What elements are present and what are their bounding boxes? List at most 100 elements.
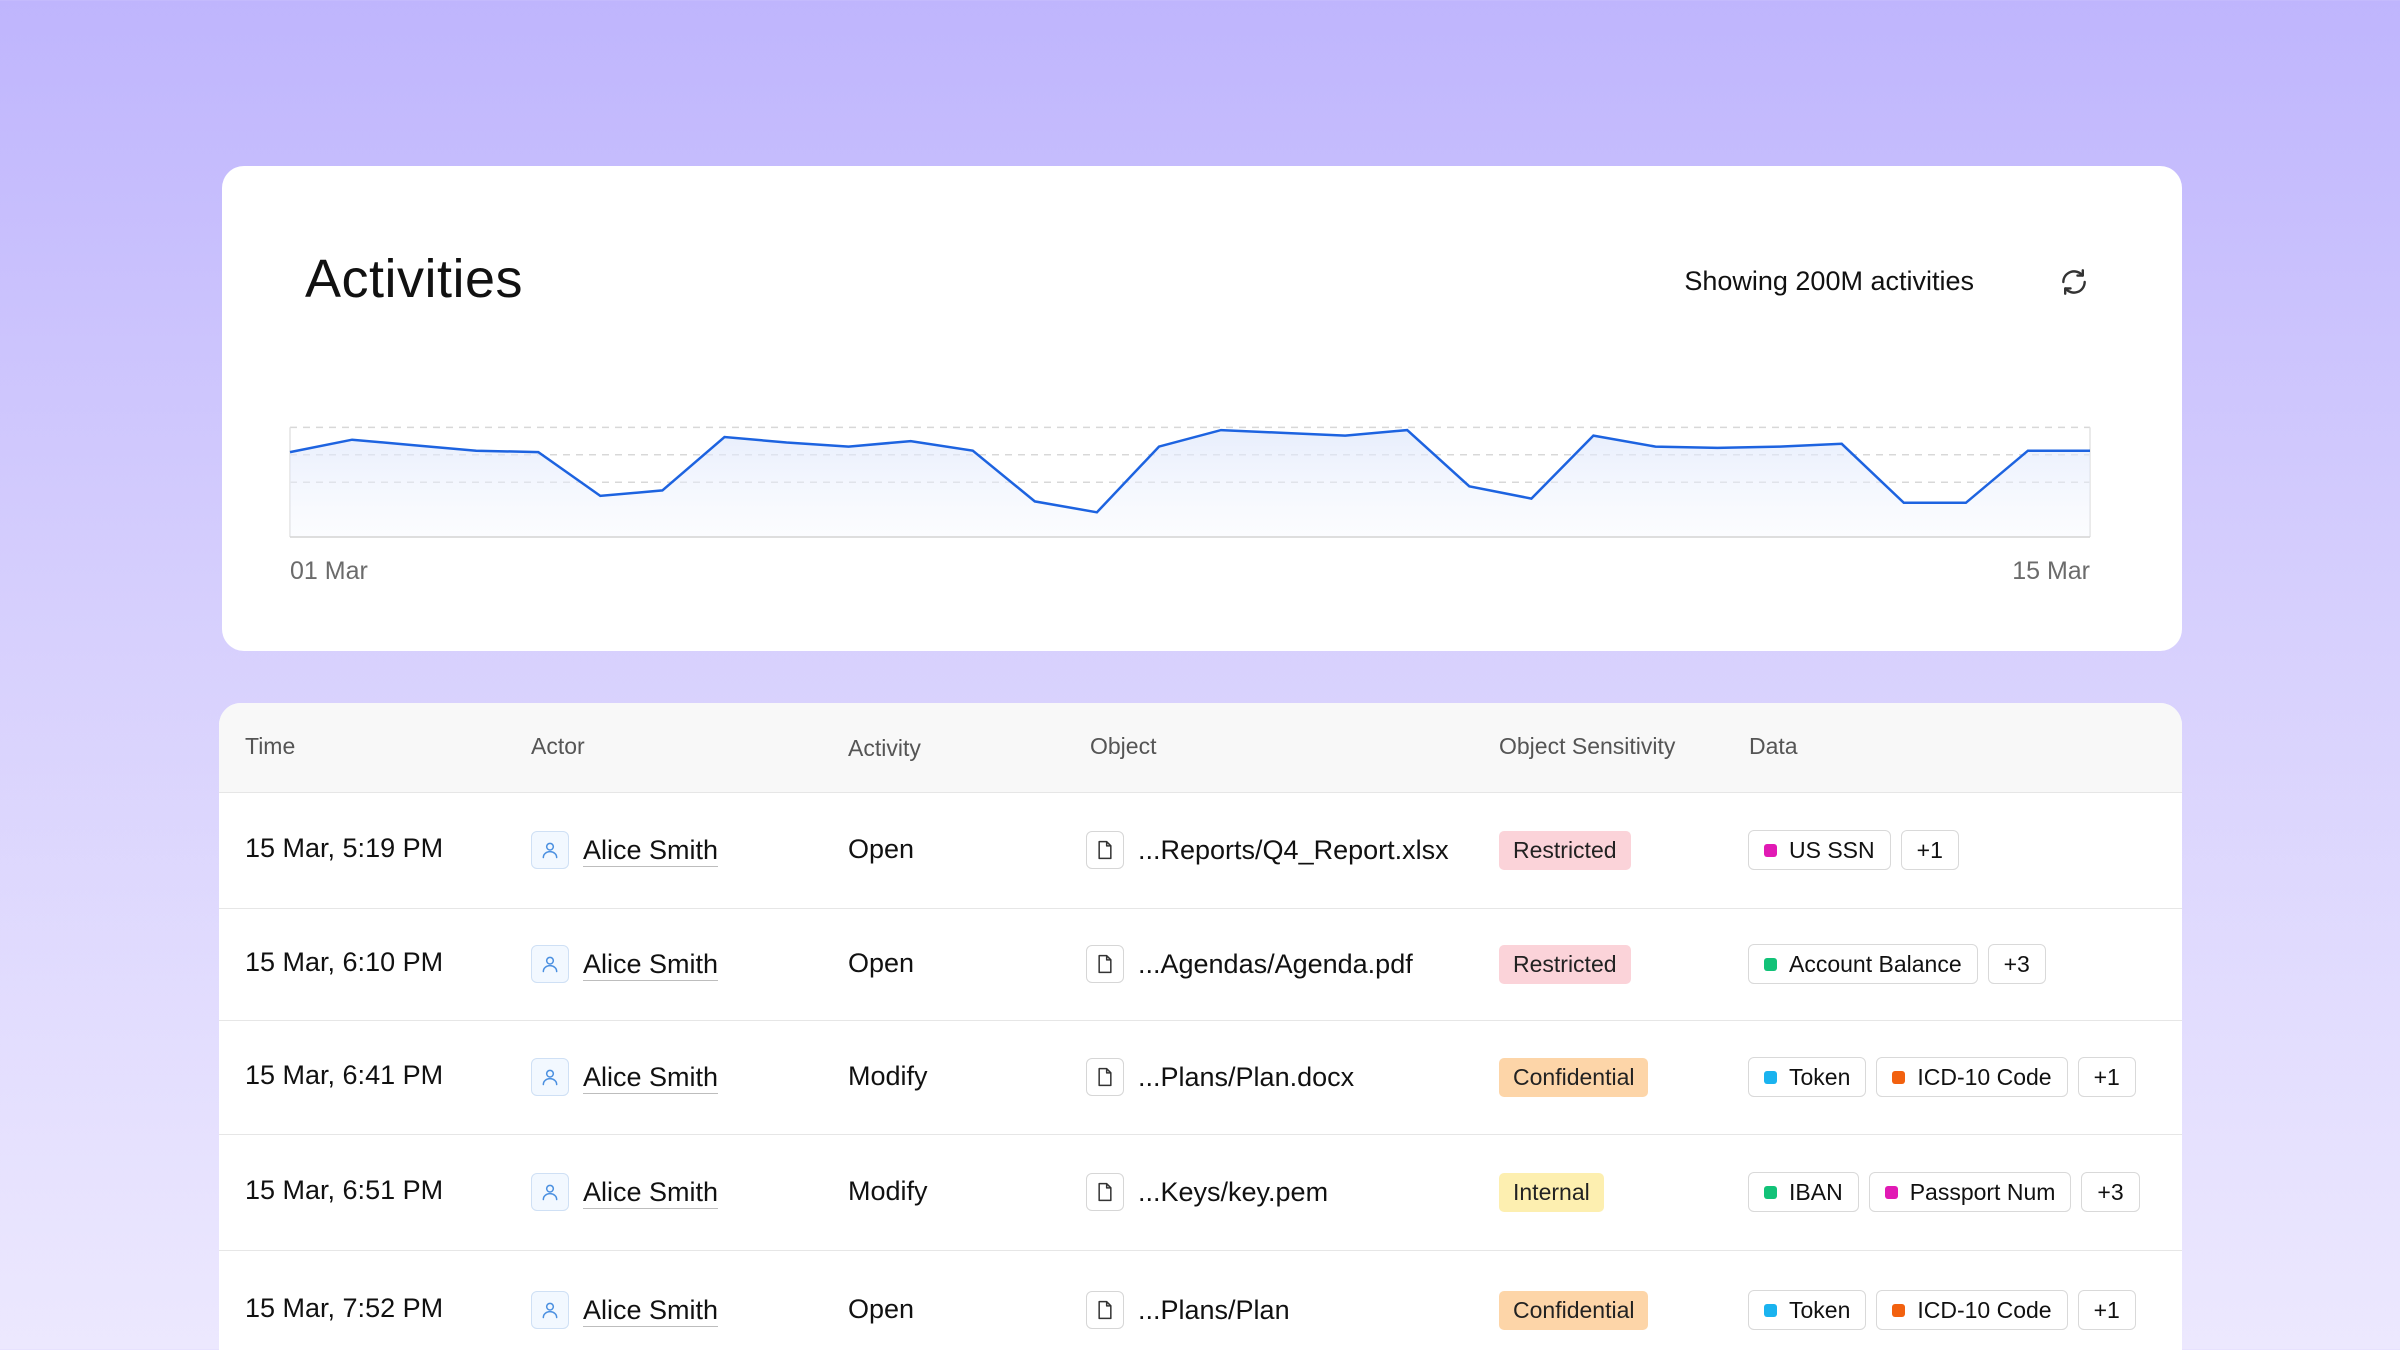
actor-name-link[interactable]: Alice Smith [583, 948, 719, 981]
data-tag[interactable]: ICD-10 Code [1876, 1290, 2068, 1330]
table-row[interactable]: 15 Mar, 6:51 PM Alice Smith Modify ...Ke… [219, 1135, 2182, 1251]
area-fill [290, 430, 2090, 537]
table-row[interactable]: 15 Mar, 6:41 PM Alice Smith Modify ...Pl… [219, 1021, 2182, 1135]
column-header-sensitivity[interactable]: Object Sensitivity [1499, 733, 1676, 759]
tag-label: IBAN [1789, 1178, 1843, 1205]
actor-name-link[interactable]: Alice Smith [583, 1176, 719, 1209]
actor-cell[interactable]: Alice Smith [531, 1291, 719, 1329]
column-header-actor[interactable]: Actor [531, 733, 585, 759]
tag-color-dot [1764, 843, 1777, 857]
actor-cell[interactable]: Alice Smith [531, 945, 719, 983]
more-tags-button[interactable]: +1 [2077, 1290, 2136, 1330]
table-header: Time Actor Activity Object Object Sensit… [219, 703, 2182, 793]
table-row[interactable]: 15 Mar, 6:10 PM Alice Smith Open ...Agen… [219, 909, 2182, 1021]
more-tags-button[interactable]: +1 [2077, 1057, 2136, 1097]
tag-label: ICD-10 Code [1917, 1296, 2052, 1323]
object-cell[interactable]: ...Plans/Plan.docx [1086, 1058, 1354, 1096]
tag-color-dot [1892, 1070, 1906, 1084]
tag-color-dot [1764, 1185, 1777, 1199]
sensitivity-badge: Internal [1499, 1173, 1604, 1212]
time-cell: 15 Mar, 6:41 PM [245, 1060, 444, 1090]
column-header-data[interactable]: Data [1749, 733, 1798, 759]
tag-label: ICD-10 Code [1917, 1063, 2052, 1090]
tag-color-dot [1884, 1185, 1898, 1199]
file-icon [1086, 1291, 1124, 1329]
table-row[interactable]: 15 Mar, 5:19 PM Alice Smith Open ...Repo… [219, 793, 2182, 909]
activity-cell: Open [848, 948, 915, 978]
time-cell: 15 Mar, 7:52 PM [245, 1293, 444, 1323]
tag-color-dot [1764, 1303, 1777, 1317]
object-cell[interactable]: ...Keys/key.pem [1086, 1173, 1328, 1211]
user-icon [531, 1173, 569, 1211]
user-icon [531, 1058, 569, 1096]
tag-color-dot [1764, 957, 1777, 971]
x-axis-start-label: 01 Mar [290, 557, 368, 585]
data-tags: Account Balance +3 [1748, 944, 2046, 984]
time-cell: 15 Mar, 5:19 PM [245, 833, 444, 863]
actor-cell[interactable]: Alice Smith [531, 1173, 719, 1211]
tag-color-dot [1892, 1303, 1906, 1317]
user-icon [531, 831, 569, 869]
refresh-button[interactable] [2054, 262, 2094, 302]
object-path[interactable]: ...Agendas/Agenda.pdf [1138, 948, 1413, 979]
object-path[interactable]: ...Plans/Plan [1138, 1294, 1290, 1325]
activity-chart-card: Activities Showing 200M activities 01 Ma… [222, 166, 2182, 651]
x-axis-end-label: 15 Mar [2012, 557, 2090, 585]
activity-series-line [289, 428, 2090, 514]
activity-cell: Open [848, 1294, 915, 1324]
activity-line-chart [289, 426, 2091, 538]
more-tags-button[interactable]: +1 [1900, 830, 1959, 870]
column-header-object[interactable]: Object [1090, 733, 1157, 759]
activity-count-text: Showing 200M activities [1684, 266, 1974, 296]
actor-cell[interactable]: Alice Smith [531, 831, 719, 869]
data-tag[interactable]: Account Balance [1748, 944, 1978, 984]
activity-cell: Modify [848, 1061, 928, 1091]
page-title: Activities [305, 249, 524, 309]
sensitivity-badge: Restricted [1499, 945, 1631, 984]
user-icon [531, 945, 569, 983]
data-tags: Token ICD-10 Code +1 [1748, 1057, 2136, 1097]
data-tag[interactable]: US SSN [1748, 830, 1891, 870]
file-icon [1086, 1058, 1124, 1096]
time-cell: 15 Mar, 6:10 PM [245, 947, 444, 977]
object-path[interactable]: ...Reports/Q4_Report.xlsx [1138, 834, 1449, 865]
time-cell: 15 Mar, 6:51 PM [245, 1175, 444, 1205]
data-tag[interactable]: Token [1748, 1290, 1867, 1330]
file-icon [1086, 831, 1124, 869]
object-cell[interactable]: ...Agendas/Agenda.pdf [1086, 945, 1413, 983]
object-cell[interactable]: ...Reports/Q4_Report.xlsx [1086, 831, 1449, 869]
object-cell[interactable]: ...Plans/Plan [1086, 1291, 1290, 1329]
table-row[interactable]: 15 Mar, 7:52 PM Alice Smith Open ...Plan… [219, 1251, 2182, 1350]
sensitivity-badge: Restricted [1499, 831, 1631, 870]
more-tags-button[interactable]: +3 [2081, 1172, 2140, 1212]
tag-label: Passport Num [1909, 1178, 2056, 1205]
data-tags: Token ICD-10 Code +1 [1748, 1290, 2136, 1330]
activities-table: Time Actor Activity Object Object Sensit… [219, 703, 2182, 1350]
column-header-activity[interactable]: Activity [848, 735, 921, 761]
data-tag[interactable]: Token [1748, 1057, 1867, 1097]
tag-label: Token [1789, 1296, 1851, 1323]
object-path[interactable]: ...Keys/key.pem [1138, 1176, 1329, 1207]
actor-name-link[interactable]: Alice Smith [583, 1294, 719, 1327]
data-tag[interactable]: IBAN [1748, 1172, 1859, 1212]
activity-cell: Open [848, 834, 915, 864]
actor-name-link[interactable]: Alice Smith [583, 834, 719, 867]
activity-cell: Modify [848, 1176, 928, 1206]
sensitivity-badge: Confidential [1499, 1291, 1649, 1330]
object-path[interactable]: ...Plans/Plan.docx [1138, 1061, 1355, 1092]
user-icon [531, 1291, 569, 1329]
data-tag[interactable]: Passport Num [1868, 1172, 2072, 1212]
data-tag[interactable]: ICD-10 Code [1876, 1057, 2068, 1097]
refresh-icon [2062, 269, 2086, 295]
actor-name-link[interactable]: Alice Smith [583, 1061, 719, 1094]
data-tags: IBAN Passport Num +3 [1748, 1172, 2140, 1212]
sensitivity-badge: Confidential [1499, 1058, 1649, 1097]
column-header-time[interactable]: Time [245, 733, 296, 759]
tag-label: Account Balance [1789, 950, 1962, 977]
file-icon [1086, 1173, 1124, 1211]
file-icon [1086, 945, 1124, 983]
more-tags-button[interactable]: +3 [1987, 944, 2046, 984]
actor-cell[interactable]: Alice Smith [531, 1058, 719, 1096]
tag-color-dot [1764, 1070, 1777, 1084]
tag-label: US SSN [1789, 836, 1875, 863]
